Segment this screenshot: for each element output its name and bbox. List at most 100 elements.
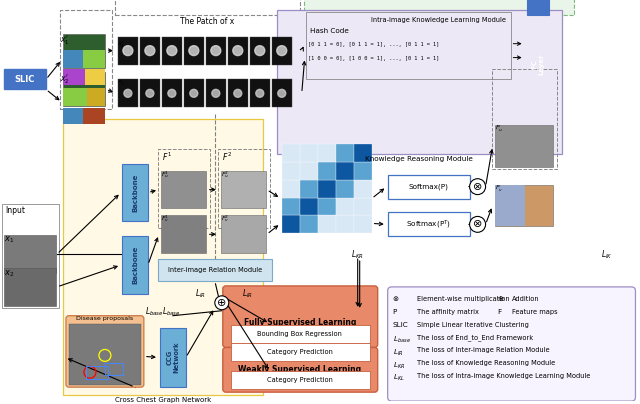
Text: SLIC: SLIC [15, 75, 35, 84]
Text: Backbone: Backbone [132, 246, 138, 284]
Text: $F'$: $F'$ [495, 147, 503, 158]
Bar [122, 236, 148, 294]
Bar [388, 175, 470, 198]
Text: $F^1$: $F^1$ [162, 151, 172, 163]
Bar [63, 34, 105, 67]
Text: [1 0 0 = 0], [1 0 0 = 1], ..., [0 1 1 = 1]: [1 0 0 = 0], [1 0 0 = 1], ..., [0 1 1 = … [308, 56, 439, 61]
Text: Simple Linear Iterative Clustering: Simple Linear Iterative Clustering [417, 322, 529, 328]
Bar [300, 144, 317, 162]
Bar [63, 69, 85, 85]
Bar [282, 215, 300, 233]
Bar [63, 88, 87, 106]
Bar [86, 366, 108, 379]
Circle shape [234, 89, 242, 97]
Bar [492, 69, 557, 169]
Bar [4, 69, 46, 89]
Bar [354, 162, 372, 180]
Circle shape [278, 89, 285, 97]
FancyBboxPatch shape [223, 286, 378, 347]
Circle shape [168, 89, 176, 97]
Text: Addition: Addition [511, 296, 539, 302]
Bar [228, 80, 248, 107]
Bar [282, 144, 300, 162]
Text: $L_{base}$: $L_{base}$ [145, 306, 164, 318]
Bar [336, 162, 354, 180]
Bar [336, 198, 354, 215]
Bar [85, 69, 105, 85]
Bar [228, 37, 248, 65]
Circle shape [167, 46, 177, 56]
Bar [4, 268, 56, 306]
Circle shape [212, 89, 220, 97]
Bar [300, 162, 317, 180]
Text: $x_2'$: $x_2'$ [117, 78, 125, 88]
Bar [250, 80, 270, 107]
Text: $L_{KR}$: $L_{KR}$ [351, 248, 364, 261]
Text: P: P [393, 309, 397, 315]
Text: $L_{base}$: $L_{base}$ [393, 335, 410, 345]
Text: $F_v^1$: $F_v^1$ [161, 213, 169, 224]
FancyBboxPatch shape [66, 316, 144, 387]
Text: Softmax(P): Softmax(P) [409, 183, 449, 190]
Bar [158, 259, 272, 281]
Bar [354, 144, 372, 162]
Text: SLIC: SLIC [393, 322, 408, 328]
Text: Bounding Box Regression: Bounding Box Regression [257, 330, 342, 337]
Bar [221, 215, 266, 253]
Circle shape [189, 46, 199, 56]
Bar [336, 144, 354, 162]
Bar [4, 235, 56, 273]
Circle shape [470, 179, 486, 195]
Bar [336, 215, 354, 233]
Text: ⊗: ⊗ [393, 296, 399, 302]
Bar [158, 149, 210, 228]
Bar [218, 149, 270, 228]
Text: $L_{IR}$: $L_{IR}$ [243, 288, 253, 301]
Bar [184, 80, 204, 107]
Text: ⊗: ⊗ [473, 182, 483, 191]
Text: [0 1 1 = 0], [0 1 1 = 1], ..., [0 1 1 = 1]: [0 1 1 = 0], [0 1 1 = 1], ..., [0 1 1 = … [308, 42, 439, 47]
Bar [87, 88, 105, 106]
Text: $L_{IR}$: $L_{IR}$ [195, 288, 206, 301]
Text: Weakly Supervised Learning: Weakly Supervised Learning [238, 365, 362, 375]
Text: Knowledge Reasoning Module: Knowledge Reasoning Module [365, 156, 472, 162]
Bar [231, 343, 370, 361]
Text: $L_{KL}$: $L_{KL}$ [393, 373, 404, 383]
Circle shape [215, 296, 229, 310]
Bar [527, 0, 548, 15]
Text: Element-wise multiplication: Element-wise multiplication [417, 296, 509, 302]
Text: FC
Layer: FC Layer [531, 54, 544, 75]
Text: Category Prediction: Category Prediction [267, 349, 333, 356]
Bar [231, 325, 370, 343]
Bar [388, 213, 470, 236]
Bar [317, 180, 336, 198]
Bar [162, 37, 182, 65]
Bar [206, 37, 226, 65]
Text: Input: Input [5, 206, 25, 215]
Bar [161, 171, 206, 208]
Circle shape [233, 46, 243, 56]
Text: The loss of End_to_End Framework: The loss of End_to_End Framework [417, 335, 532, 341]
Bar [118, 37, 138, 65]
Text: $L_{KR}$: $L_{KR}$ [393, 360, 405, 370]
Text: Category Prediction: Category Prediction [267, 377, 333, 383]
Text: $x_1'$: $x_1'$ [117, 40, 125, 50]
Text: $x_1'$: $x_1'$ [60, 34, 70, 47]
Bar [63, 119, 263, 395]
Bar [206, 80, 226, 107]
Text: Cross Chest Graph Network: Cross Chest Graph Network [115, 397, 211, 403]
Bar [161, 215, 206, 253]
Text: $x_2$: $x_2$ [4, 268, 14, 278]
Bar [300, 215, 317, 233]
Bar [63, 108, 83, 124]
Bar [300, 180, 317, 198]
Text: $F^2$: $F^2$ [222, 151, 232, 163]
Text: $L_{IK}$: $L_{IK}$ [600, 248, 612, 261]
Bar [184, 37, 204, 65]
Bar [63, 50, 83, 67]
Bar [118, 80, 138, 107]
Text: $L_{base}$: $L_{base}$ [163, 306, 181, 318]
Circle shape [255, 46, 265, 56]
Text: ⊗: ⊗ [473, 219, 483, 229]
Bar [304, 0, 573, 15]
